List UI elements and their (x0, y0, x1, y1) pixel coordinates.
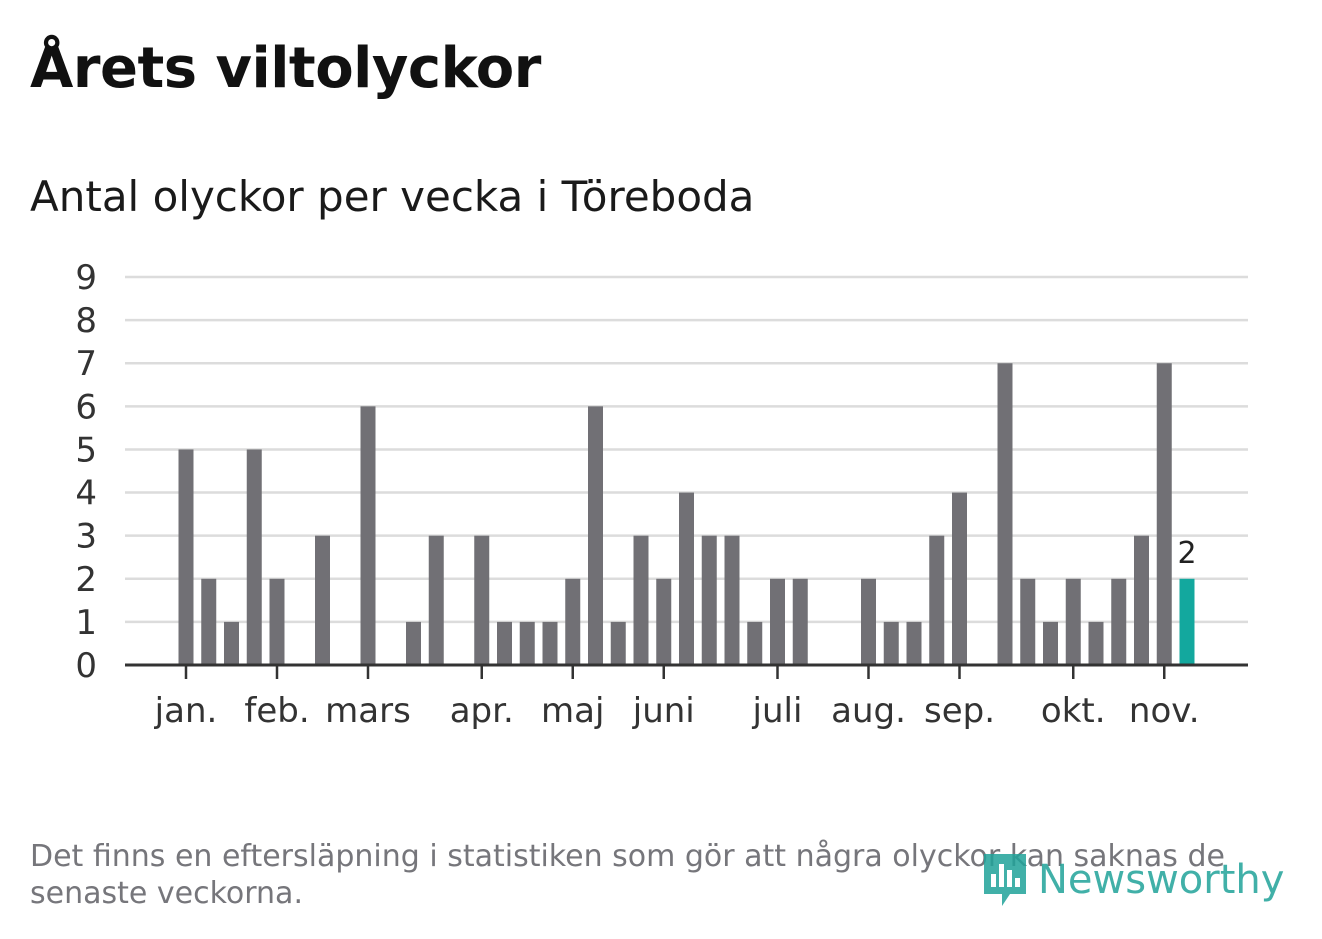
x-tick-label-mars: mars (325, 691, 411, 731)
bar-week-17 (542, 621, 558, 665)
bar-week-24 (701, 535, 717, 665)
bar-week-5 (269, 578, 285, 665)
bar-week-38 (1020, 578, 1036, 665)
y-tick-label-5: 5 (75, 430, 97, 470)
bar-week-27 (770, 578, 785, 665)
newsworthy-logo-icon (984, 854, 1026, 906)
bar-week-3 (224, 621, 239, 665)
data-labels: 2 (1177, 536, 1196, 571)
bar-week-2 (201, 578, 217, 665)
bar-week-35 (952, 492, 967, 665)
x-tick-label-maj: maj (541, 691, 604, 731)
bar-week-37 (997, 363, 1013, 665)
bar-week-4 (246, 449, 262, 665)
x-tick-label-sep.: sep. (924, 691, 995, 731)
bar-week-22 (656, 578, 672, 665)
bar-week-23 (679, 492, 694, 665)
bar-week-26 (747, 621, 763, 665)
highlight-value-label: 2 (1177, 536, 1196, 571)
bar-week-1 (178, 449, 194, 665)
bar-week-12 (428, 535, 444, 665)
x-tick-label-juli: juli (752, 691, 803, 731)
y-tick-label-6: 6 (75, 387, 97, 427)
bar-week-19 (588, 406, 603, 665)
bar-week-25 (724, 535, 740, 665)
bar-week-20 (610, 621, 626, 665)
bar-week-42 (1111, 578, 1127, 665)
y-tick-label-0: 0 (75, 646, 97, 686)
chart-title: Årets viltolyckor (30, 36, 541, 101)
bar-week-43 (1134, 535, 1149, 665)
bar-week-15 (497, 621, 512, 665)
bar-week-9 (360, 406, 376, 665)
bar-week-33 (906, 621, 922, 665)
bar-week-31 (861, 578, 876, 665)
bar-week-34 (929, 535, 945, 665)
bar-week-32 (883, 621, 899, 665)
y-tick-label-3: 3 (75, 517, 97, 557)
bar-week-16 (519, 621, 535, 665)
bar-week-21 (633, 535, 649, 665)
x-axis-ticks: jan. feb. mars apr. maj juni juli aug. sep. okt. n… (154, 665, 1200, 731)
x-tick-label-juni: juni (632, 691, 695, 731)
y-tick-label-8: 8 (75, 301, 97, 341)
x-tick-label-apr.: apr. (450, 691, 514, 731)
x-tick-label-feb.: feb. (244, 691, 309, 731)
y-tick-label-9: 9 (75, 258, 97, 298)
bars (178, 363, 1195, 665)
newsworthy-logo[interactable]: Newsworthy (980, 848, 1284, 912)
bar-week-18 (565, 578, 581, 665)
bar-week-39 (1043, 621, 1058, 665)
bar-week-7 (315, 535, 330, 665)
y-tick-label-1: 1 (75, 603, 97, 643)
y-tick-label-2: 2 (75, 560, 97, 600)
bar-week-40 (1065, 578, 1081, 665)
bar-week-28 (792, 578, 808, 665)
bar-week-11 (406, 621, 421, 665)
x-tick-label-aug.: aug. (831, 691, 906, 731)
x-tick-label-nov.: nov. (1129, 691, 1200, 731)
x-tick-label-okt.: okt. (1041, 691, 1106, 731)
y-tick-label-4: 4 (75, 474, 97, 514)
chart-subtitle: Antal olyckor per vecka i Töreboda (30, 172, 755, 221)
bar-week-45 (1179, 578, 1195, 665)
bar-week-14 (474, 535, 490, 665)
y-tick-label-7: 7 (75, 344, 97, 384)
bar-week-44 (1156, 363, 1172, 665)
logo-text: Newsworthy (1038, 857, 1285, 903)
bar-week-41 (1088, 621, 1104, 665)
x-tick-label-jan.: jan. (154, 691, 218, 731)
